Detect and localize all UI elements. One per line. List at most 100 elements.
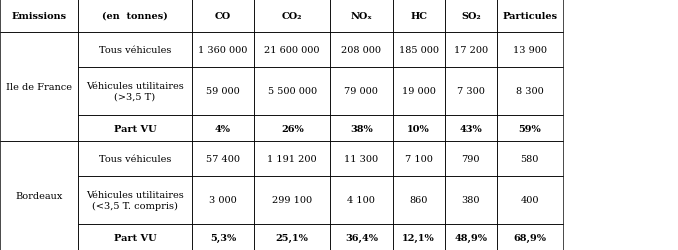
Bar: [445, 224, 497, 250]
Text: 7 100: 7 100: [405, 154, 433, 163]
Bar: [254, 116, 330, 141]
Text: 4%: 4%: [215, 124, 231, 133]
Bar: [254, 33, 330, 67]
Text: Part VU: Part VU: [114, 124, 156, 133]
Text: 790: 790: [462, 154, 480, 163]
Bar: [192, 224, 254, 250]
Text: 17 200: 17 200: [454, 46, 488, 54]
Bar: [497, 176, 563, 224]
Text: HC: HC: [410, 12, 427, 21]
Bar: [192, 116, 254, 141]
Text: 400: 400: [521, 196, 539, 204]
Bar: [78, 142, 192, 176]
Text: Ile de France: Ile de France: [6, 83, 72, 92]
Text: 38%: 38%: [350, 124, 373, 133]
Bar: [445, 33, 497, 67]
Text: 36,4%: 36,4%: [345, 232, 378, 241]
Bar: [393, 116, 445, 141]
Text: Part VU: Part VU: [114, 232, 156, 241]
Bar: [497, 116, 563, 141]
Bar: [497, 33, 563, 67]
Bar: [330, 116, 393, 141]
Text: (en  tonnes): (en tonnes): [102, 12, 167, 21]
Bar: [0, 0, 78, 33]
Bar: [0, 33, 78, 142]
Bar: [330, 67, 393, 116]
Text: 68,9%: 68,9%: [513, 232, 546, 241]
Text: 580: 580: [521, 154, 539, 163]
Text: Véhicules utilitaires
(<3,5 T. compris): Véhicules utilitaires (<3,5 T. compris): [86, 190, 184, 210]
Bar: [445, 116, 497, 141]
Bar: [330, 224, 393, 250]
Bar: [393, 142, 445, 176]
Text: 57 400: 57 400: [206, 154, 240, 163]
Text: 79 000: 79 000: [344, 87, 378, 96]
Text: 4 100: 4 100: [347, 196, 376, 204]
Text: Emissions: Emissions: [12, 12, 66, 21]
Bar: [192, 67, 254, 116]
Bar: [445, 176, 497, 224]
Bar: [192, 176, 254, 224]
Text: 43%: 43%: [460, 124, 482, 133]
Text: Particules: Particules: [502, 12, 557, 21]
Bar: [254, 0, 330, 33]
Bar: [78, 224, 192, 250]
Text: Véhicules utilitaires
(>3,5 T): Véhicules utilitaires (>3,5 T): [86, 82, 184, 102]
Bar: [254, 67, 330, 116]
Text: 3 000: 3 000: [210, 196, 237, 204]
Text: 185 000: 185 000: [399, 46, 439, 54]
Bar: [393, 67, 445, 116]
Text: 1 191 200: 1 191 200: [267, 154, 317, 163]
Text: 860: 860: [410, 196, 428, 204]
Bar: [78, 67, 192, 116]
Text: CO: CO: [215, 12, 231, 21]
Bar: [192, 142, 254, 176]
Bar: [497, 224, 563, 250]
Text: 380: 380: [462, 196, 480, 204]
Bar: [254, 176, 330, 224]
Text: SO₂: SO₂: [461, 12, 481, 21]
Text: 59 000: 59 000: [206, 87, 240, 96]
Bar: [78, 176, 192, 224]
Text: 13 900: 13 900: [513, 46, 547, 54]
Text: Tous véhicules: Tous véhicules: [99, 46, 171, 54]
Text: 59%: 59%: [519, 124, 541, 133]
Bar: [330, 33, 393, 67]
Text: NOₓ: NOₓ: [351, 12, 372, 21]
Bar: [445, 67, 497, 116]
Text: 25,1%: 25,1%: [276, 232, 308, 241]
Bar: [497, 0, 563, 33]
Bar: [393, 0, 445, 33]
Bar: [330, 176, 393, 224]
Bar: [330, 142, 393, 176]
Text: 7 300: 7 300: [457, 87, 485, 96]
Text: 8 300: 8 300: [516, 87, 544, 96]
Text: 10%: 10%: [407, 124, 430, 133]
Bar: [254, 224, 330, 250]
Bar: [192, 0, 254, 33]
Bar: [393, 224, 445, 250]
Bar: [497, 67, 563, 116]
Text: 5,3%: 5,3%: [210, 232, 236, 241]
Bar: [78, 33, 192, 67]
Bar: [393, 33, 445, 67]
Text: 5 500 000: 5 500 000: [268, 87, 317, 96]
Bar: [445, 0, 497, 33]
Text: 12,1%: 12,1%: [402, 232, 435, 241]
Bar: [393, 176, 445, 224]
Text: 299 100: 299 100: [272, 196, 313, 204]
Text: 26%: 26%: [281, 124, 304, 133]
Text: Tous véhicules: Tous véhicules: [99, 154, 171, 163]
Bar: [192, 33, 254, 67]
Bar: [0, 142, 78, 250]
Bar: [445, 142, 497, 176]
Bar: [254, 142, 330, 176]
Text: Bordeaux: Bordeaux: [16, 191, 62, 200]
Bar: [78, 116, 192, 141]
Bar: [78, 0, 192, 33]
Text: 48,9%: 48,9%: [454, 232, 487, 241]
Text: 21 600 000: 21 600 000: [264, 46, 320, 54]
Bar: [497, 142, 563, 176]
Text: 1 360 000: 1 360 000: [199, 46, 247, 54]
Text: CO₂: CO₂: [282, 12, 302, 21]
